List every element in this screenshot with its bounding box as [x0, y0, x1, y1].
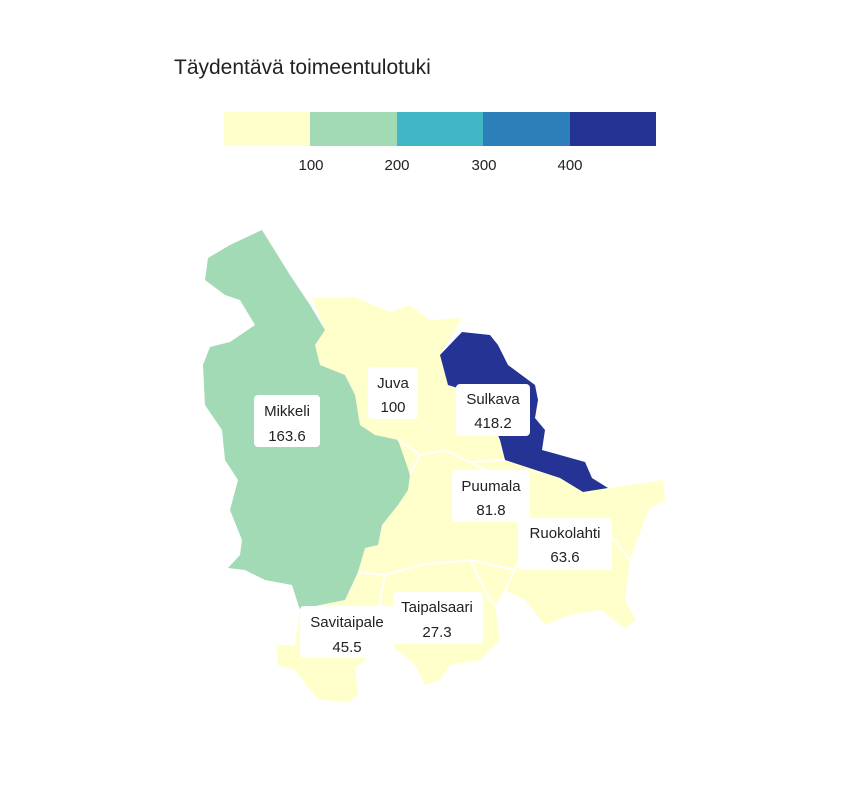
legend-swatch-3	[483, 112, 570, 146]
region-labels: Mikkeli 163.6 Juva 100 Sulkava 418.2 Puu…	[254, 367, 612, 658]
label-taipalsaari-name: Taipalsaari	[401, 599, 473, 616]
label-savitaipale-name: Savitaipale	[310, 614, 383, 631]
label-puumala: Puumala 81.8	[452, 470, 530, 522]
legend-swatch-1	[310, 112, 397, 146]
legend-swatch-4	[570, 112, 656, 146]
label-puumala-name: Puumala	[461, 478, 521, 495]
legend: 100 200 300 400	[224, 112, 656, 174]
label-mikkeli-name: Mikkeli	[264, 403, 310, 420]
legend-tick-2: 300	[471, 157, 496, 174]
legend-swatch-0	[224, 112, 311, 146]
label-ruokolahti-value: 63.6	[550, 549, 579, 566]
label-mikkeli: Mikkeli 163.6	[254, 395, 320, 447]
label-taipalsaari-value: 27.3	[422, 624, 451, 641]
label-savitaipale-value: 45.5	[332, 639, 361, 656]
label-puumala-value: 81.8	[476, 502, 505, 519]
label-taipalsaari: Taipalsaari 27.3	[393, 592, 483, 644]
label-sulkava: Sulkava 418.2	[456, 384, 530, 436]
map-title: Täydentävä toimeentulotuki	[174, 56, 431, 79]
legend-tick-3: 400	[557, 157, 582, 174]
label-juva-name: Juva	[377, 375, 409, 392]
legend-swatch-2	[397, 112, 484, 146]
legend-tick-1: 200	[384, 157, 409, 174]
label-juva-value: 100	[380, 399, 405, 416]
label-mikkeli-value: 163.6	[268, 428, 306, 445]
label-ruokolahti: Ruokolahti 63.6	[518, 518, 612, 570]
label-sulkava-value: 418.2	[474, 415, 512, 432]
label-savitaipale: Savitaipale 45.5	[300, 606, 394, 658]
label-ruokolahti-name: Ruokolahti	[530, 525, 601, 542]
label-juva: Juva 100	[368, 367, 418, 419]
legend-tick-0: 100	[298, 157, 323, 174]
label-sulkava-name: Sulkava	[466, 391, 520, 408]
